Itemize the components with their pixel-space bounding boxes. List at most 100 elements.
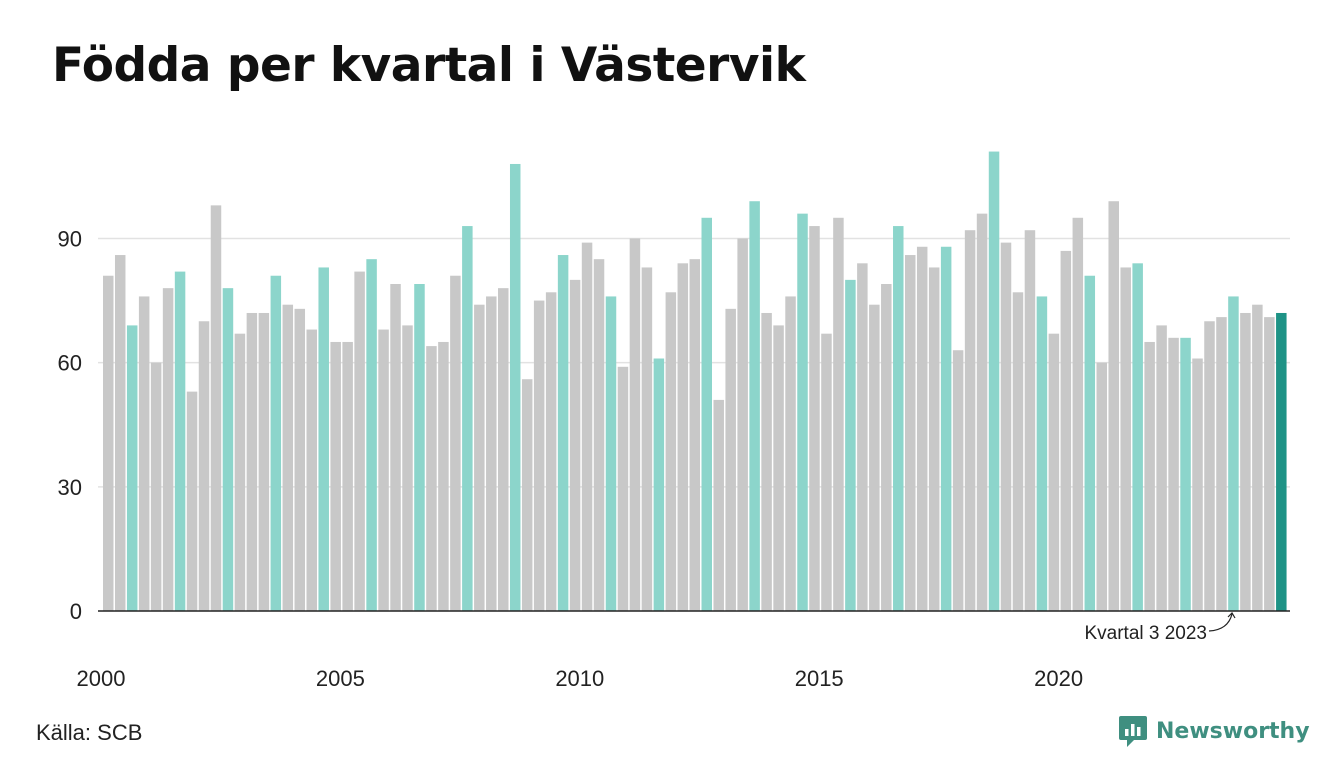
bar [126, 325, 138, 611]
bar [1168, 337, 1179, 611]
bar [294, 308, 306, 611]
bar [952, 350, 964, 611]
bar [174, 271, 186, 611]
bar [533, 300, 545, 611]
bar [785, 296, 796, 611]
y-tick-label: 0 [70, 599, 82, 624]
bar [402, 325, 413, 611]
bar [1240, 312, 1251, 611]
x-axis-ticks: 2000 2005 2010 2015 2020 [77, 666, 1084, 691]
bar [881, 284, 892, 611]
bar [809, 226, 820, 611]
bar [282, 304, 294, 611]
bar [964, 230, 976, 611]
bar [414, 284, 425, 611]
bar [1000, 242, 1012, 611]
bar [1048, 333, 1060, 611]
bar [509, 163, 521, 611]
bar [486, 296, 497, 611]
bar [1216, 317, 1227, 611]
chart-title: Födda per kvartal i Västervik [52, 38, 806, 93]
bar [605, 296, 617, 611]
bar [1036, 296, 1048, 611]
bar [653, 358, 665, 611]
bar [162, 288, 174, 611]
bar [988, 151, 1000, 611]
bar [186, 391, 198, 611]
x-tick-label: 2015 [795, 666, 844, 691]
bar [1228, 296, 1239, 611]
bar [474, 304, 485, 611]
bar [916, 246, 928, 611]
y-axis-ticks: 0 30 60 90 [58, 226, 82, 624]
bar [1180, 337, 1191, 611]
bar [1096, 362, 1108, 611]
bar [641, 267, 653, 611]
bar [258, 312, 270, 611]
bar [198, 321, 210, 611]
brand-name: Newsworthy [1156, 718, 1310, 744]
bar [103, 275, 114, 611]
bar [270, 275, 282, 611]
bar [234, 333, 246, 611]
bar [1012, 292, 1024, 611]
x-tick-label: 2005 [316, 666, 365, 691]
bar [1252, 304, 1263, 611]
bar [677, 263, 689, 611]
latest-annotation: Kvartal 3 2023 [1084, 612, 1236, 644]
bar [1156, 325, 1167, 611]
bar [342, 341, 353, 611]
bar [737, 238, 748, 612]
bar [114, 255, 126, 611]
bar [426, 346, 437, 611]
annotation-label: Kvartal 3 2023 [1084, 623, 1207, 644]
bar [581, 242, 593, 611]
bar [629, 238, 641, 612]
bar [761, 312, 772, 611]
source-label: Källa: SCB [36, 720, 143, 745]
bar [976, 213, 988, 611]
bar [893, 226, 904, 611]
bar [940, 246, 952, 611]
y-tick-label: 60 [58, 351, 82, 376]
x-tick-label: 2000 [77, 666, 126, 691]
bar [1144, 341, 1155, 611]
x-tick-label: 2020 [1034, 666, 1083, 691]
bar [1024, 230, 1036, 611]
bar [222, 288, 234, 611]
brand-logo: Newsworthy [1118, 714, 1310, 748]
bar [1204, 321, 1215, 611]
bar [366, 259, 377, 611]
bar [569, 279, 581, 611]
bar [773, 325, 784, 611]
bar [904, 255, 916, 611]
bar [246, 312, 258, 611]
bar [450, 275, 461, 611]
bar [857, 263, 868, 611]
bar [1264, 317, 1275, 611]
bar [138, 296, 150, 611]
bar [521, 379, 533, 611]
bar [928, 267, 940, 611]
bar [1108, 201, 1119, 612]
bar [498, 288, 509, 611]
bar [210, 205, 222, 611]
bar [1120, 267, 1131, 611]
bar [749, 201, 760, 612]
bar [869, 304, 880, 611]
bar [1072, 217, 1084, 611]
x-tick-label: 2010 [555, 666, 604, 691]
bar [713, 399, 724, 611]
bar [390, 284, 401, 611]
bar [306, 329, 317, 611]
bar [1060, 250, 1072, 611]
bar [833, 217, 844, 611]
bar [378, 329, 389, 611]
bar [593, 259, 605, 611]
bar [845, 279, 856, 611]
bar [725, 308, 736, 611]
bar-latest [1276, 312, 1287, 611]
bar [318, 267, 329, 611]
y-tick-label: 30 [58, 475, 82, 500]
